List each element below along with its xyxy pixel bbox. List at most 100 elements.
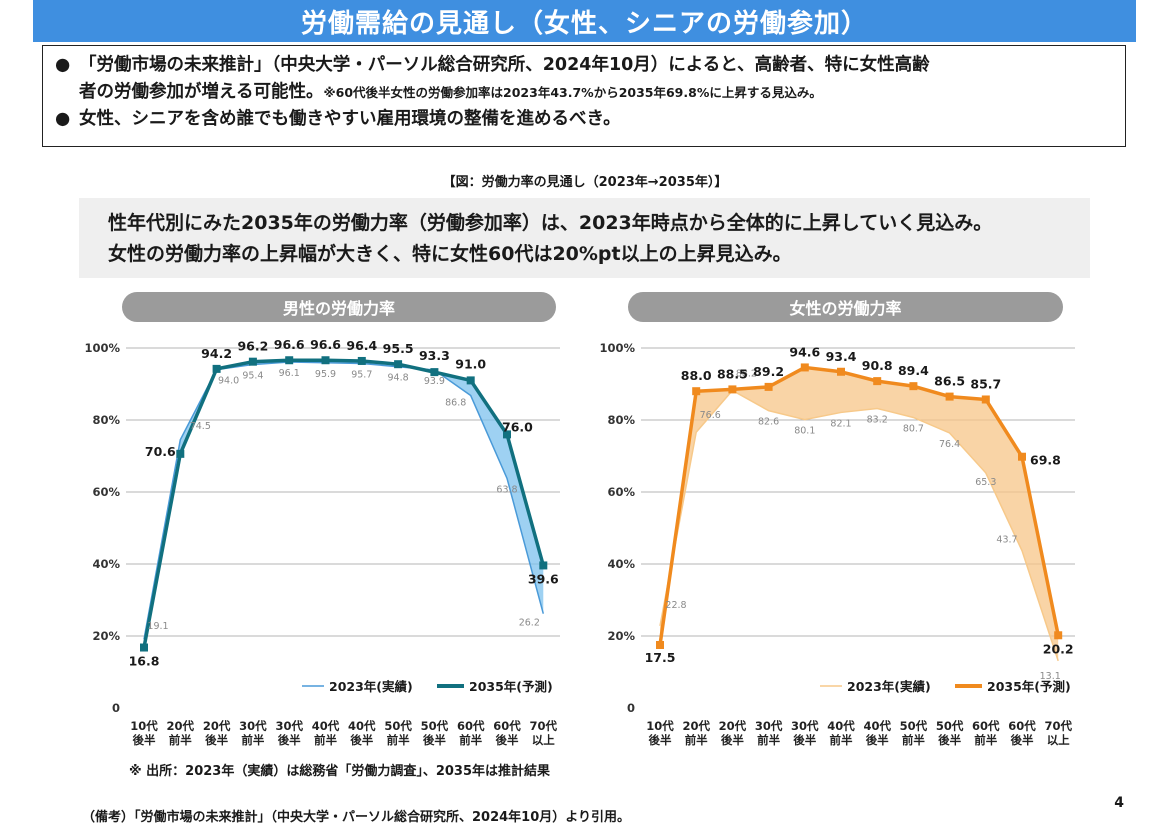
x-tick-label: 60代 [493, 719, 521, 733]
bullet-item-1-continued: 者の労働参加が増える可能性。※60代後半女性の労働参加率は2023年43.7%か… [55, 79, 1113, 106]
series-2035-line [658, 365, 1060, 646]
x-tick-label: 70代 [1044, 719, 1072, 733]
series-2035-data-label: 91.0 [455, 356, 486, 371]
series-2035-point [430, 368, 439, 377]
series-2035-point [692, 387, 701, 396]
series-2035-point [539, 561, 548, 570]
female-labor-rate-chart: 020%40%60%80%100%10代後半20代前半20代後半30代前半30代… [599, 341, 1075, 747]
y-tick-label: 20% [607, 629, 635, 643]
series-2035-data-label: 20.2 [1043, 641, 1074, 656]
x-tick-label: 前半 [974, 733, 997, 747]
x-tick-label: 前半 [314, 733, 337, 747]
x-tick-label: 後半 [423, 733, 446, 747]
legend-2035-label: 2035年(予測) [987, 679, 1071, 694]
series-2035-point [394, 360, 403, 369]
series-2035-data-label: 95.5 [383, 341, 414, 356]
x-tick-label: 40代 [348, 719, 376, 733]
page-number: 4 [1114, 795, 1124, 811]
series-2023-data-label: 76.6 [700, 410, 721, 421]
series-2035-data-label: 88.0 [681, 368, 712, 383]
series-2035-point [656, 641, 664, 649]
series-2023-data-label: 22.8 [665, 600, 686, 611]
x-tick-label: 20代 [719, 719, 747, 733]
x-tick-label: 前半 [459, 733, 482, 747]
series-2023-data-label: 94.0 [218, 376, 239, 387]
figure-caption: 【図：労働力率の見通し（2023年→2035年）】 [442, 175, 728, 190]
y-tick-label: 40% [607, 557, 635, 571]
series-2023-data-label: 95.7 [351, 369, 372, 380]
female-chart-title: 女性の労働力率 [628, 292, 1063, 322]
x-tick-label: 50代 [384, 719, 412, 733]
x-tick-label: 40代 [827, 719, 855, 733]
y-tick-label: 100% [84, 341, 120, 355]
series-2035-data-label: 69.8 [1030, 453, 1061, 468]
series-2023-data-label: 80.1 [794, 426, 815, 437]
male-labor-rate-chart: 020%40%60%80%100%10代後半20代前半20代後半30代前半30代… [84, 337, 560, 747]
series-2035-data-label: 93.3 [419, 348, 450, 363]
summary-box: 性年代別にみた2035年の労働力率（労働参加率）は、2023年時点から全体的に上… [79, 198, 1090, 278]
y-tick-label: 80% [92, 413, 120, 427]
series-2023-data-label: 13.1 [1040, 671, 1061, 682]
series-2035-data-label: 96.4 [346, 338, 377, 353]
x-tick-label: 70代 [530, 719, 558, 733]
x-tick-label: 30代 [275, 719, 303, 733]
series-2023-data-label: 94.8 [388, 373, 409, 384]
series-2023-data-label: 95.9 [315, 369, 336, 380]
x-tick-label: 前半 [241, 733, 264, 747]
x-tick-label: 50代 [421, 719, 449, 733]
series-2035-data-label: 96.6 [310, 337, 341, 352]
summary-line-2: 女性の労働力率の上昇幅が大きく、特に女性60代は20%pt以上の上昇見込み。 [108, 243, 792, 265]
series-2035-point [728, 385, 737, 394]
x-tick-label: 60代 [457, 719, 485, 733]
x-tick-label: 前半 [169, 733, 192, 747]
series-2023-data-label: 86.8 [445, 398, 466, 409]
x-tick-label: 前半 [902, 733, 925, 747]
footer-note: （備考）「労働市場の未来推計」（中央大学・パーソル総合研究所、2024年10月）… [82, 810, 631, 825]
series-2035-point [466, 376, 475, 385]
series-2035-data-label: 16.8 [129, 654, 160, 669]
bullet-item-1: ● 「労働市場の未来推計」（中央大学・パーソル総合研究所、2024年10月）によ… [55, 52, 1113, 79]
series-2035-data-label: 96.2 [237, 339, 268, 354]
series-2035-data-label: 94.6 [789, 344, 820, 359]
series-2035-data-label: 70.6 [145, 444, 176, 459]
series-2023-data-label: 19.1 [147, 621, 168, 632]
series-2035-point [1018, 452, 1026, 461]
series-2035-data-label: 90.8 [862, 358, 893, 373]
series-2023-line [659, 389, 1059, 662]
x-tick-label: 後半 [793, 733, 816, 747]
y-tick-label: 0 [627, 701, 635, 715]
bullet-1-text: 「労働市場の未来推計」（中央大学・パーソル総合研究所、2024年10月）によると… [79, 55, 930, 75]
x-tick-label: 30代 [755, 719, 783, 733]
series-2035-point [945, 392, 954, 401]
difference-area [144, 360, 544, 648]
bullet-item-2: ● 女性、シニアを含め誰でも働きやすい雇用環境の整備を進めるべき。 [55, 106, 1113, 133]
x-tick-label: 前半 [685, 733, 708, 747]
series-2023-data-label: 88.2 [736, 368, 757, 379]
key-points-box: ● 「労働市場の未来推計」（中央大学・パーソル総合研究所、2024年10月）によ… [42, 45, 1126, 147]
legend-2023-label: 2023年(実績) [847, 679, 931, 694]
series-2035-point [1054, 631, 1063, 640]
x-tick-label: 前半 [830, 733, 853, 747]
x-tick-label: 後半 [205, 733, 228, 747]
x-tick-label: 40代 [312, 719, 340, 733]
x-tick-label: 後半 [938, 733, 961, 747]
series-2035-data-label: 86.5 [934, 374, 965, 389]
series-2035-data-label: 89.2 [753, 364, 784, 379]
series-2035-point [873, 377, 882, 386]
x-tick-label: 40代 [863, 719, 891, 733]
x-tick-label: 60代 [1008, 719, 1036, 733]
x-tick-label: 50代 [900, 719, 928, 733]
x-tick-label: 20代 [203, 719, 231, 733]
series-2035-point [764, 382, 773, 391]
x-tick-label: 20代 [682, 719, 710, 733]
bullet-dot-icon: ● [55, 55, 71, 75]
x-tick-label: 10代 [646, 719, 674, 733]
series-2035-point [800, 363, 809, 372]
series-2035-line [142, 358, 545, 648]
x-tick-label: 後半 [133, 733, 156, 747]
y-tick-label: 20% [92, 629, 120, 643]
y-tick-label: 100% [599, 341, 635, 355]
series-2023-data-label: 83.2 [867, 414, 888, 425]
x-tick-label: 後半 [496, 733, 519, 747]
x-tick-label: 30代 [239, 719, 267, 733]
